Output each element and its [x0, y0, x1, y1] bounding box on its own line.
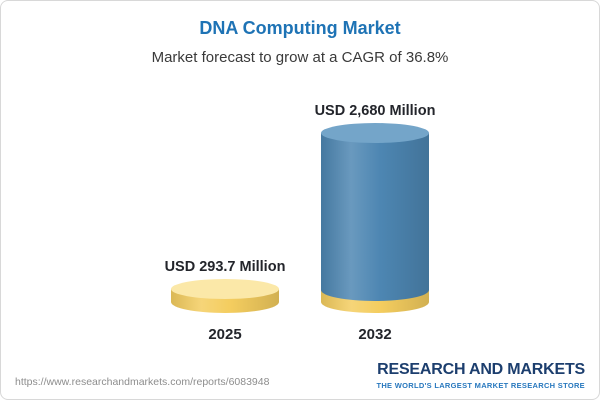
report-url: https://www.researchandmarkets.com/repor… — [15, 376, 270, 388]
bar-group-2032: USD 2,680 Million 2032 — [300, 103, 450, 343]
cylinder-top-ellipse — [321, 123, 429, 143]
chart-title: DNA Computing Market — [199, 18, 401, 38]
cylinder-top-ellipse — [171, 279, 279, 299]
cylinder-body — [321, 133, 429, 301]
bar-2032-cylinder — [321, 123, 429, 313]
brand-logo-tagline: THE WORLD'S LARGEST MARKET RESEARCH STOR… — [376, 381, 585, 390]
bar-2025-cylinder — [171, 279, 279, 313]
bar-group-2025: USD 293.7 Million 2025 — [150, 259, 300, 343]
x-label-2025: 2025 — [208, 326, 242, 343]
chart-subtitle: Market forecast to grow at a CAGR of 36.… — [151, 49, 449, 66]
bar-chart: USD 293.7 Million 2025 USD 2,680 Million… — [1, 103, 599, 343]
brand-logo-name: RESEARCH AND MARKETS — [377, 361, 585, 378]
brand-logo: RESEARCH AND MARKETS THE WORLD'S LARGEST… — [376, 361, 585, 390]
footer: https://www.researchandmarkets.com/repor… — [15, 361, 585, 390]
x-label-2032: 2032 — [358, 326, 392, 343]
value-label-2032: USD 2,680 Million — [314, 103, 436, 119]
value-label-2025: USD 293.7 Million — [164, 259, 286, 275]
